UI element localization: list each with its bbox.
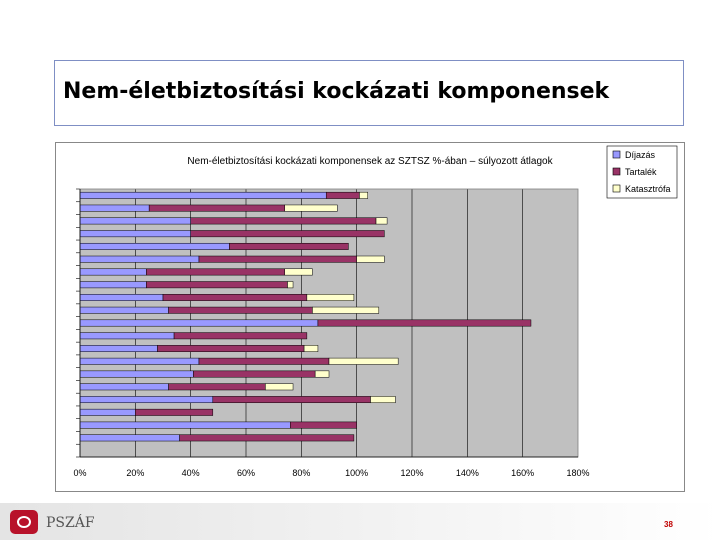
- legend-swatch: [612, 167, 621, 176]
- bar-segment: [79, 268, 147, 276]
- footer-bar: PSZÁF 38: [0, 503, 720, 540]
- bar-segment: [328, 357, 399, 365]
- bar-segment: [312, 306, 380, 314]
- logo-text: PSZÁF: [46, 515, 95, 531]
- bar-segment: [198, 255, 357, 263]
- bar-segment: [190, 230, 385, 238]
- bar-segment: [190, 217, 377, 225]
- legend-swatch: [612, 150, 621, 159]
- x-tick-label: 120%: [400, 468, 423, 478]
- x-tick-label: 180%: [566, 468, 589, 478]
- bar-segment: [284, 204, 338, 212]
- bar-segment: [79, 281, 147, 289]
- x-tick-label: 20%: [126, 468, 144, 478]
- bar-segment: [303, 345, 319, 352]
- bar-segment: [79, 191, 327, 199]
- bar-segment: [265, 383, 294, 391]
- bar-segment: [168, 306, 313, 314]
- bar-segment: [79, 255, 200, 263]
- legend-label: Díjazás: [625, 150, 656, 160]
- bar-segment: [79, 370, 194, 378]
- bar-segment: [370, 396, 396, 404]
- chart-legend: Díjazás Tartalék Katasztrófa: [606, 145, 678, 199]
- slide-title-box: Nem-életbiztosítási kockázati komponense…: [54, 60, 684, 126]
- bar-segment: [157, 345, 305, 352]
- legend-label: Katasztrófa: [625, 184, 671, 194]
- bar-segment: [79, 332, 175, 340]
- bar-segment: [79, 204, 150, 212]
- bar-segment: [79, 306, 169, 314]
- bar-segment: [79, 383, 169, 391]
- bar-segment: [193, 370, 316, 378]
- legend-label: Tartalék: [625, 167, 657, 177]
- bar-segment: [229, 242, 349, 250]
- bar-segment: [135, 408, 214, 416]
- chart-title: Nem-életbiztosítási kockázati komponense…: [187, 156, 553, 167]
- bar-segment: [306, 294, 355, 301]
- bar-segment: [146, 281, 288, 289]
- bar-segment: [79, 408, 136, 416]
- pszaf-logo-icon: [10, 510, 38, 534]
- bar-segment: [356, 255, 385, 263]
- x-tick-label: 60%: [237, 468, 255, 478]
- bar-segment: [284, 268, 313, 276]
- bar-segment: [79, 421, 291, 429]
- x-tick-label: 80%: [292, 468, 310, 478]
- plot-area: 0% 20% 40% 60% 80% 100% 120% 140% 160% 180%: [73, 188, 590, 478]
- bar-segment: [79, 396, 214, 404]
- bar-segment: [325, 191, 360, 199]
- bar-segment: [79, 319, 319, 327]
- bar-segment: [314, 370, 330, 378]
- bar-segment: [148, 204, 285, 212]
- page-number: 38: [664, 520, 673, 529]
- bar-segment: [79, 357, 200, 365]
- bar-segment: [79, 345, 158, 352]
- legend-swatch: [612, 184, 621, 193]
- bar-segment: [162, 294, 308, 301]
- bar-segment: [198, 357, 330, 365]
- bar-segment: [168, 383, 266, 391]
- bar-segment: [359, 191, 368, 199]
- bar-segment: [146, 268, 285, 276]
- x-tick-label: 0%: [73, 468, 86, 478]
- bar-segment: [179, 434, 355, 442]
- x-tick-label: 140%: [456, 468, 479, 478]
- bar-segment: [79, 230, 191, 238]
- bar-segment: [375, 217, 388, 225]
- bar-segment: [79, 242, 230, 250]
- bar-segment: [317, 319, 532, 327]
- bar-segment: [79, 434, 180, 442]
- slide-title: Nem-életbiztosítási kockázati komponense…: [63, 79, 610, 104]
- bar-segment: [79, 217, 191, 225]
- bar-segment: [287, 281, 294, 289]
- bar-segment: [173, 332, 308, 340]
- bar-segment: [79, 294, 164, 301]
- x-tick-label: 160%: [511, 468, 534, 478]
- x-tick-label: 40%: [182, 468, 200, 478]
- x-tick-label: 100%: [345, 468, 368, 478]
- bar-segment: [290, 421, 357, 429]
- bar-segment: [212, 396, 371, 404]
